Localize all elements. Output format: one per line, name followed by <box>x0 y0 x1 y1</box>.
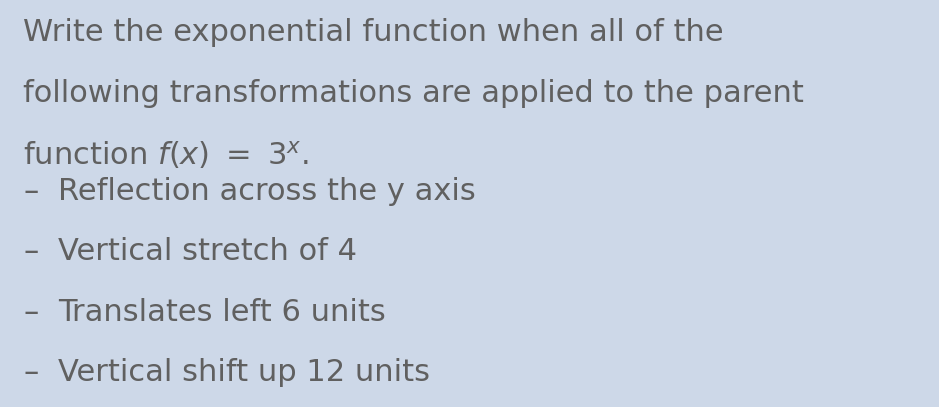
Text: –: – <box>23 298 38 326</box>
Text: Vertical stretch of 4: Vertical stretch of 4 <box>58 237 357 266</box>
Text: Translates left 6 units: Translates left 6 units <box>58 298 386 326</box>
Text: Vertical shift up 12 units: Vertical shift up 12 units <box>58 358 430 387</box>
Text: –: – <box>23 237 38 266</box>
Text: Reflection across the y axis: Reflection across the y axis <box>58 177 476 206</box>
Text: –: – <box>23 177 38 206</box>
Text: following transformations are applied to the parent: following transformations are applied to… <box>23 79 805 107</box>
Text: –: – <box>23 358 38 387</box>
Text: Write the exponential function when all of the: Write the exponential function when all … <box>23 18 724 47</box>
Text: function $f(x)\ =\ 3^x$.: function $f(x)\ =\ 3^x$. <box>23 139 309 171</box>
